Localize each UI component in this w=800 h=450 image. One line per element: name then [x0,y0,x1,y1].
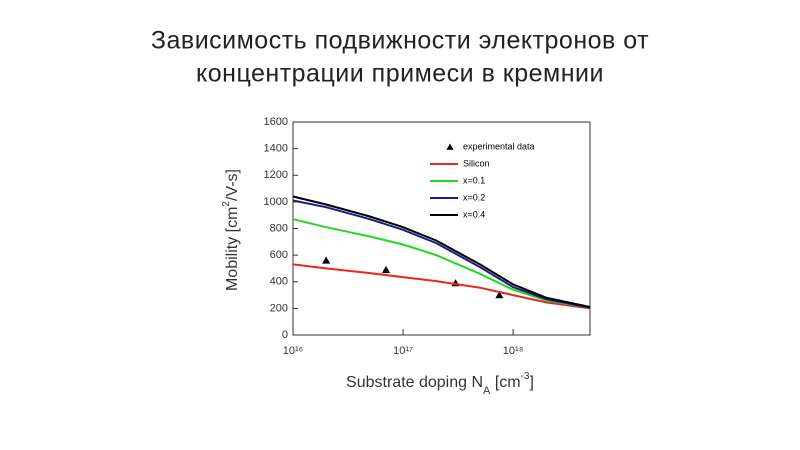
slide-title: Зависимость подвижности электронов от [151,27,649,55]
legend-label: x=0.4 [463,209,485,219]
x-axis-label-part: ] [530,374,534,391]
series-line [292,199,591,309]
slide-title: концентрации примеси в кремнии [196,60,604,88]
y-tick-label: 0 [282,329,288,341]
legend-label: experimental data [463,141,535,151]
x-axis-label-part: [cm [490,374,520,391]
y-tick-label: 200 [270,302,288,314]
data-point [495,291,504,299]
x-axis-label-part: Substrate doping N [346,374,483,391]
y-tick-label: 1000 [264,196,288,208]
legend-label: x=0.1 [463,175,485,185]
series-line [292,218,591,309]
legend-marker [446,143,454,150]
series-line [292,263,591,310]
data-point [322,256,331,264]
y-axis-label-part: /V-s] [224,169,241,201]
legend-label: x=0.2 [463,192,485,202]
legend-label: Silicon [463,158,490,168]
x-axis-label-part: A [483,385,491,397]
y-axis-label-part: 2 [221,201,232,207]
x-axis-label: Substrate doping NA [cm-3] [346,371,534,397]
y-tick-label: 400 [270,276,288,288]
y-tick-label: 800 [270,222,288,234]
y-axis-label-part: Mobility [cm [224,207,241,291]
y-tick-label: 1600 [264,116,288,128]
x-tick-label: 10¹⁸ [503,345,524,357]
x-tick-label: 10¹⁶ [283,345,303,357]
series-line [292,195,591,308]
y-axis-label: Mobility [cm2/V-s] [221,169,242,291]
y-tick-label: 600 [270,249,288,261]
y-tick-label: 1400 [264,143,288,155]
x-tick-label: 10¹⁷ [393,345,413,357]
data-point [381,265,390,273]
y-tick-label: 1200 [264,169,288,181]
x-axis-label-part: -3 [521,371,530,382]
